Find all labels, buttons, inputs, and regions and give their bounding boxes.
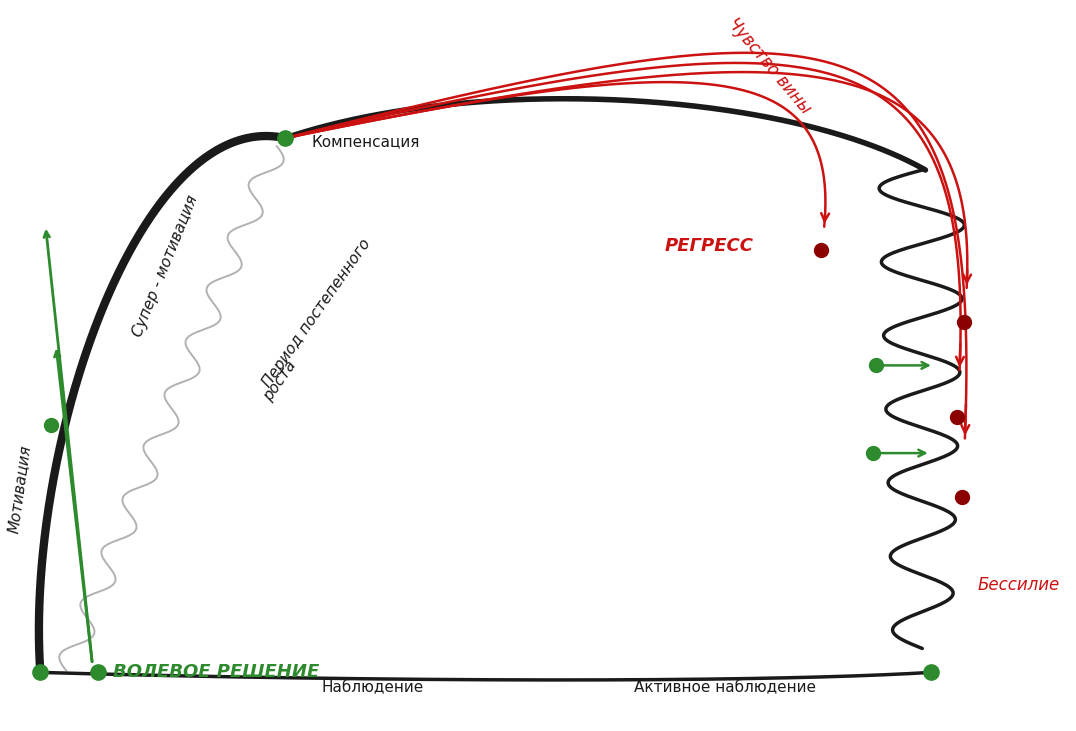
Text: Компенсация: Компенсация xyxy=(311,135,420,150)
Text: Бессилие: Бессилие xyxy=(977,576,1060,594)
Text: ВОЛЕВОЕ РЕШЕНИЕ: ВОЛЕВОЕ РЕШЕНИЕ xyxy=(113,664,320,681)
Text: Период постепенного: Период постепенного xyxy=(259,237,373,390)
Text: Чувство вины: Чувство вины xyxy=(724,15,815,118)
Text: Активное наблюдение: Активное наблюдение xyxy=(634,679,816,694)
Text: Мотивация: Мотивация xyxy=(5,444,33,534)
Text: Наблюдение: Наблюдение xyxy=(322,679,424,694)
Text: Супер - мотивация: Супер - мотивация xyxy=(130,193,200,338)
Text: РЕГРЕСС: РЕГРЕСС xyxy=(665,237,754,255)
Text: роста: роста xyxy=(260,358,299,404)
